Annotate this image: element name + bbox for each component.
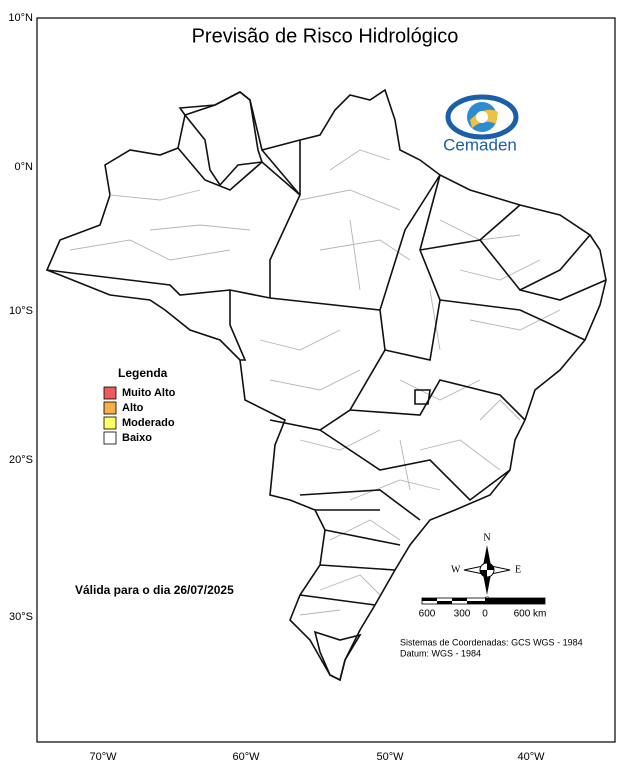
legend-swatch [103,431,117,445]
crs-text: Sistemas de Coordenadas: GCS WGS - 1984 [400,637,583,647]
scale-label: 0 [482,609,488,620]
lat-label: 10°N [8,12,33,24]
legend: Legenda Muito Alto Alto Moderado Baixo [103,366,176,445]
lon-label: 50°W [376,751,404,763]
valid-date: Válida para o dia 26/07/2025 [75,583,234,597]
legend-swatch [103,401,117,415]
lat-label: 30°S [9,611,33,623]
scale-label: 600 km [514,609,547,620]
legend-swatch [103,386,117,400]
lon-label: 70°W [89,751,117,763]
scale-bar [421,597,546,605]
legend-label: Alto [122,402,144,414]
compass-w: W [451,564,461,575]
logo [445,94,519,140]
moderate-region [313,630,362,682]
map-title: Previsão de Risco Hidrológico [192,25,459,47]
crs-text: Datum: WGS - 1984 [400,648,481,658]
scale-label: 600 [419,609,436,620]
legend-swatch [103,416,117,430]
lat-label: 0°N [15,161,34,173]
legend-label: Muito Alto [122,387,176,399]
compass-rose [463,545,511,595]
compass-e: E [515,564,521,575]
legend-label: Baixo [122,432,152,444]
lat-label: 20°S [9,454,33,466]
compass-n: N [483,532,490,543]
scale-label: 300 [454,609,471,620]
lat-label: 10°S [9,305,33,317]
logo-text: Cemaden [443,135,517,154]
map-frame [36,17,616,743]
lon-label: 40°W [517,751,545,763]
municipal-borders [69,149,561,616]
lon-label: 60°W [232,751,260,763]
legend-label: Moderado [122,417,175,429]
state-borders [46,140,607,606]
legend-title: Legenda [118,366,168,380]
